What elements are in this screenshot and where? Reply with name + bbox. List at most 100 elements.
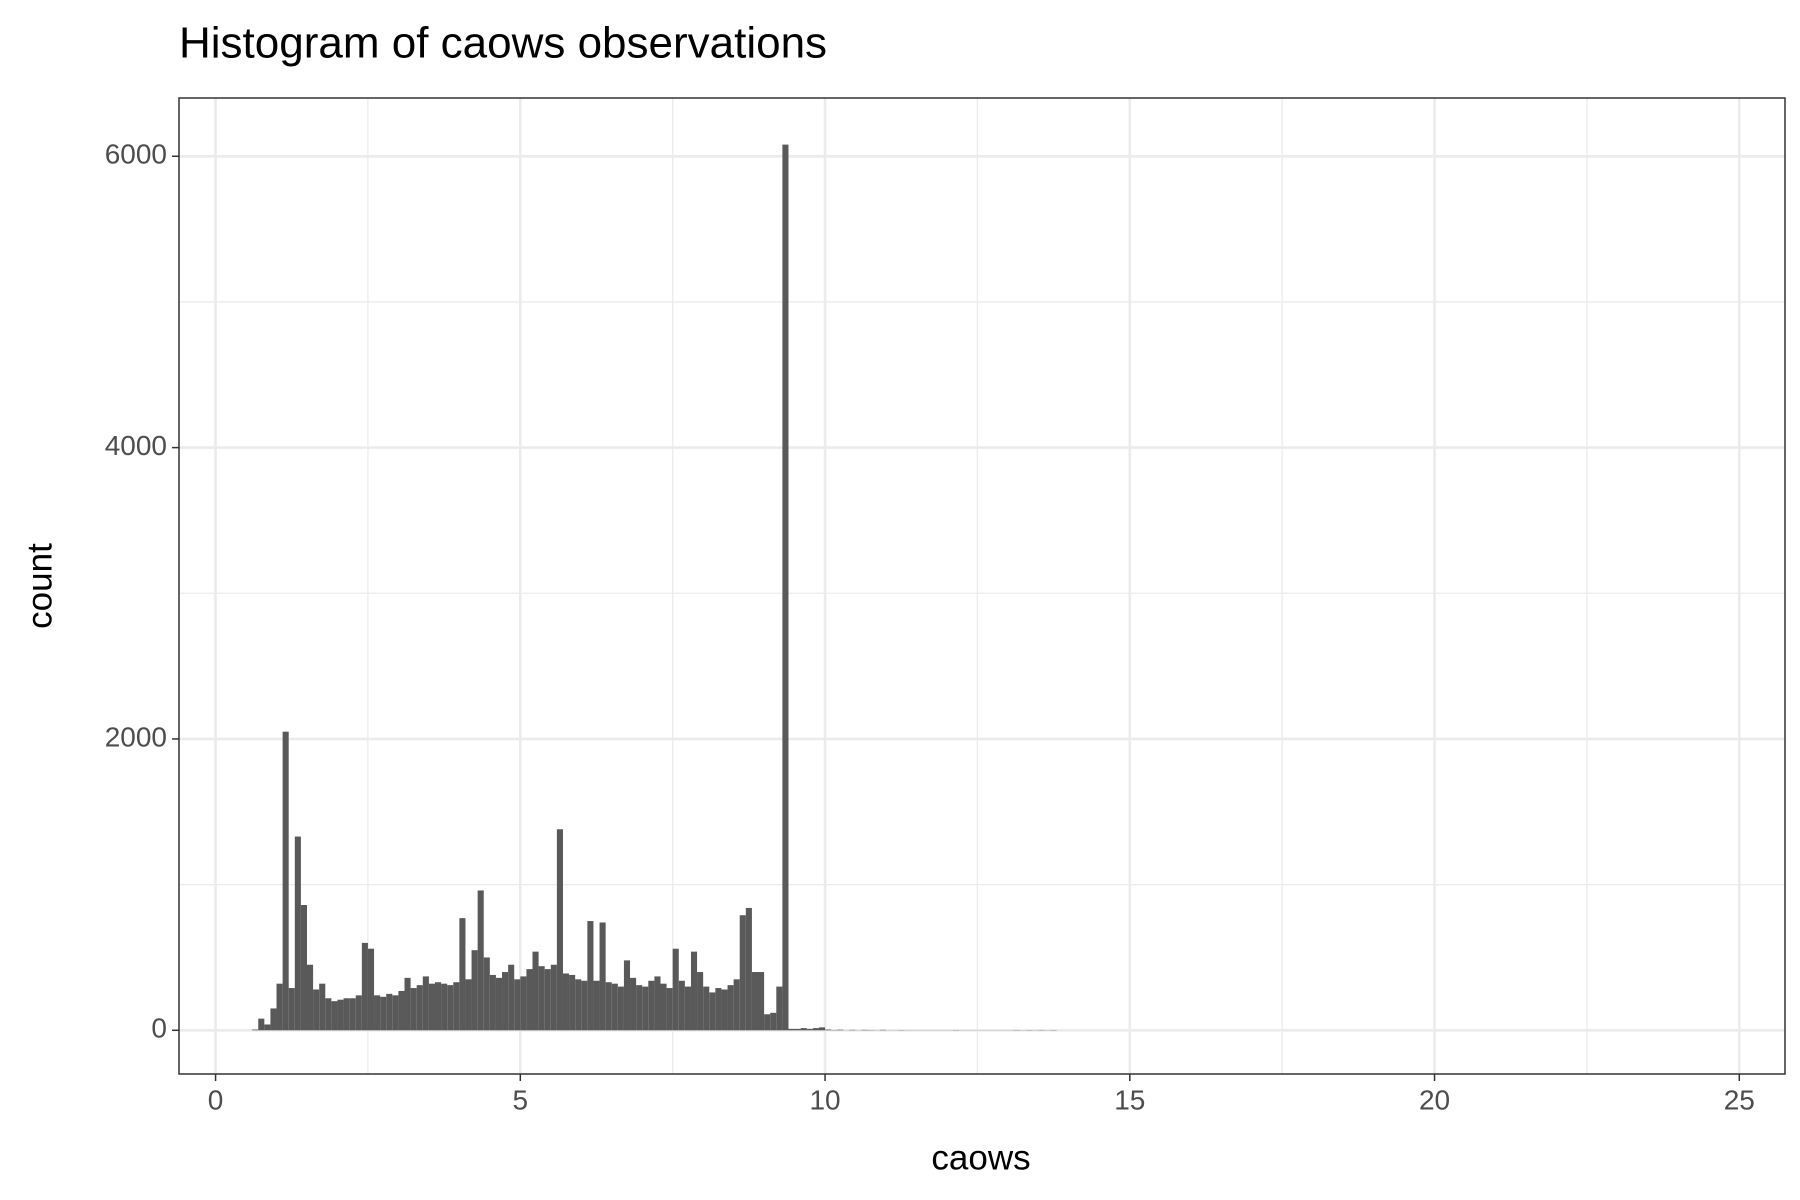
bar <box>617 986 624 1031</box>
bar <box>483 957 490 1031</box>
x-tick-label: 20 <box>1419 1084 1450 1115</box>
bar <box>410 988 417 1031</box>
bar <box>380 996 387 1031</box>
bar <box>502 972 509 1031</box>
bar <box>374 995 381 1031</box>
bar <box>313 989 320 1031</box>
bar <box>495 977 503 1031</box>
bar <box>605 982 612 1031</box>
bar <box>441 983 448 1031</box>
bar <box>806 1028 813 1031</box>
y-tick-label: 0 <box>151 1013 167 1044</box>
bar <box>428 983 435 1031</box>
bar <box>623 960 631 1031</box>
bar <box>837 1029 844 1031</box>
x-tick-label: 5 <box>513 1084 529 1115</box>
bar <box>349 998 356 1031</box>
bar <box>751 972 759 1031</box>
bar <box>361 942 368 1031</box>
bar <box>636 985 643 1031</box>
bar <box>739 915 746 1031</box>
chart-title: Histogram of caows observations <box>179 19 827 68</box>
bar <box>355 995 362 1031</box>
bar <box>599 922 606 1031</box>
bar <box>331 1001 338 1031</box>
bar <box>270 1008 277 1031</box>
bar <box>477 890 484 1031</box>
bar <box>453 982 460 1031</box>
bar <box>422 976 429 1031</box>
bar <box>392 995 399 1031</box>
bar <box>764 1014 771 1031</box>
bar <box>727 985 734 1031</box>
bar <box>770 1012 777 1031</box>
y-tick-label: 2000 <box>105 721 167 752</box>
bar <box>337 999 344 1031</box>
bar <box>288 988 295 1031</box>
bar <box>538 966 545 1031</box>
y-axis-title: count <box>20 543 59 629</box>
y-tick-label: 4000 <box>105 430 167 461</box>
bar <box>758 972 765 1031</box>
bar <box>398 990 405 1031</box>
bar <box>678 980 685 1031</box>
bar <box>508 964 515 1031</box>
bar <box>258 1018 265 1031</box>
bar <box>276 983 283 1031</box>
bar <box>666 988 673 1031</box>
bar <box>703 986 710 1031</box>
bar <box>386 993 393 1031</box>
bar <box>300 905 307 1031</box>
bar <box>282 731 289 1031</box>
bar <box>319 983 326 1031</box>
bar <box>611 983 618 1031</box>
bar <box>520 976 527 1031</box>
bar <box>581 980 588 1031</box>
panel-border <box>178 97 1786 1075</box>
bar <box>264 1024 271 1031</box>
bar <box>684 986 691 1031</box>
bar <box>630 977 637 1031</box>
bar <box>575 979 582 1031</box>
bar <box>776 986 783 1031</box>
bar <box>556 829 563 1031</box>
bar <box>489 974 496 1031</box>
bar <box>562 973 570 1031</box>
x-tick-label: 15 <box>1114 1084 1145 1115</box>
y-tick-label: 6000 <box>105 139 167 170</box>
bar <box>416 985 423 1031</box>
bar <box>733 979 740 1031</box>
bar <box>294 836 301 1031</box>
bar <box>800 1028 807 1031</box>
x-tick-label: 0 <box>208 1084 224 1115</box>
bar <box>447 985 454 1031</box>
bar <box>514 979 521 1031</box>
x-tick-label: 10 <box>809 1084 840 1115</box>
bar <box>721 989 728 1031</box>
bar <box>745 907 752 1031</box>
bar <box>532 951 539 1031</box>
bar <box>544 969 551 1031</box>
bar <box>343 998 350 1031</box>
bar <box>654 976 661 1031</box>
bar <box>434 982 442 1031</box>
bar <box>642 986 649 1031</box>
bar <box>526 969 533 1031</box>
bar <box>367 948 375 1031</box>
bar <box>660 983 667 1031</box>
bar <box>672 948 679 1031</box>
bar <box>648 980 655 1031</box>
bar <box>404 977 411 1031</box>
bar <box>471 950 478 1031</box>
bar <box>690 951 698 1031</box>
bar <box>788 1028 795 1031</box>
bar <box>697 972 704 1031</box>
bar <box>569 974 576 1031</box>
bar <box>325 998 332 1031</box>
bar <box>306 964 314 1031</box>
bar <box>252 1029 259 1031</box>
bar <box>587 921 594 1031</box>
